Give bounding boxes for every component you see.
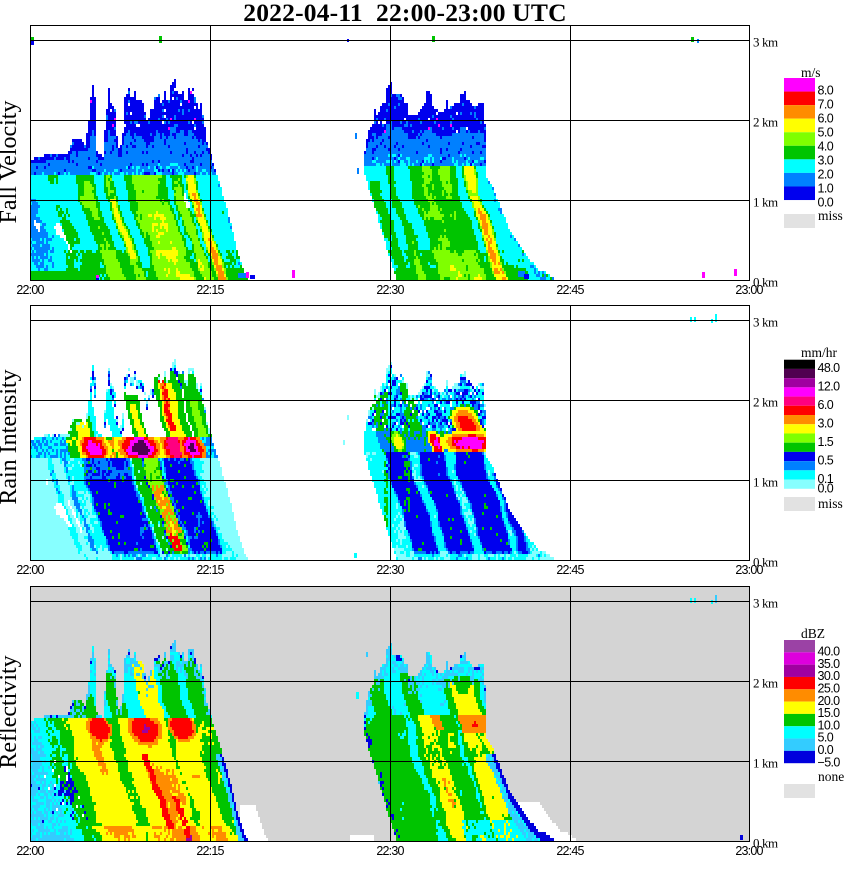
svg-text:1.5: 1.5 — [818, 435, 834, 449]
svg-text:1 km: 1 km — [753, 195, 778, 210]
svg-text:dBZ: dBZ — [801, 626, 825, 641]
svg-text:5.0: 5.0 — [818, 126, 834, 140]
svg-text:4.0: 4.0 — [818, 140, 834, 154]
svg-text:2 km: 2 km — [753, 676, 778, 691]
svg-text:23:00: 23:00 — [735, 563, 763, 577]
svg-text:22:30: 22:30 — [376, 283, 404, 297]
svg-text:0 km: 0 km — [753, 555, 778, 570]
svg-text:22:15: 22:15 — [196, 844, 224, 858]
svg-text:7.0: 7.0 — [818, 98, 834, 112]
svg-text:12.0: 12.0 — [818, 380, 841, 394]
svg-text:Fall Velocity: Fall Velocity — [0, 101, 22, 224]
svg-text:2.0: 2.0 — [818, 168, 834, 182]
svg-text:Rain Intensity: Rain Intensity — [0, 369, 22, 504]
svg-text:22:30: 22:30 — [376, 844, 404, 858]
svg-text:Reflectivity: Reflectivity — [0, 655, 22, 768]
svg-text:30.0: 30.0 — [818, 669, 841, 683]
svg-text:3 km: 3 km — [753, 315, 778, 330]
svg-text:6.0: 6.0 — [818, 398, 834, 412]
svg-text:miss: miss — [818, 496, 843, 511]
svg-text:3.0: 3.0 — [818, 417, 834, 431]
svg-text:22:45: 22:45 — [556, 844, 584, 858]
svg-text:23:00: 23:00 — [735, 844, 763, 858]
svg-text:1.0: 1.0 — [818, 182, 834, 196]
svg-text:23:00: 23:00 — [735, 283, 763, 297]
svg-text:22:15: 22:15 — [196, 563, 224, 577]
svg-text:40.0: 40.0 — [818, 645, 841, 659]
svg-text:22:30: 22:30 — [376, 563, 404, 577]
svg-text:2022-04-11 22:00-23:00 UTC: 2022-04-11 22:00-23:00 UTC — [243, 0, 566, 27]
svg-text:2 km: 2 km — [753, 115, 778, 130]
svg-text:1 km: 1 km — [753, 475, 778, 490]
svg-text:3 km: 3 km — [753, 35, 778, 50]
svg-text:3.0: 3.0 — [818, 154, 834, 168]
svg-text:6.0: 6.0 — [818, 112, 834, 126]
svg-text:5.0: 5.0 — [818, 731, 834, 745]
svg-text:8.0: 8.0 — [818, 84, 834, 98]
svg-text:22:45: 22:45 — [556, 283, 584, 297]
svg-text:0.1: 0.1 — [818, 472, 834, 486]
svg-text:22:00: 22:00 — [16, 283, 44, 297]
svg-text:35.0: 35.0 — [818, 657, 841, 671]
svg-text:22:15: 22:15 — [196, 283, 224, 297]
svg-text:0.0: 0.0 — [818, 482, 834, 496]
svg-text:miss: miss — [818, 208, 843, 223]
svg-text:48.0: 48.0 — [818, 361, 841, 375]
svg-text:20.0: 20.0 — [818, 694, 841, 708]
svg-text:1 km: 1 km — [753, 756, 778, 771]
svg-text:0.5: 0.5 — [818, 453, 834, 467]
svg-text:2 km: 2 km — [753, 395, 778, 410]
svg-text:none: none — [818, 769, 844, 784]
svg-text:22:45: 22:45 — [556, 563, 584, 577]
svg-text:10.0: 10.0 — [818, 718, 841, 732]
svg-text:3 km: 3 km — [753, 596, 778, 611]
svg-text:15.0: 15.0 — [818, 706, 841, 720]
svg-text:22:00: 22:00 — [16, 563, 44, 577]
svg-text:22:00: 22:00 — [16, 844, 44, 858]
svg-text:mm/hr: mm/hr — [801, 345, 838, 360]
svg-text:m/s: m/s — [801, 65, 821, 80]
svg-text:25.0: 25.0 — [818, 682, 841, 696]
svg-text:0 km: 0 km — [753, 275, 778, 290]
svg-text:0.0: 0.0 — [818, 743, 834, 757]
svg-text:0.0: 0.0 — [818, 196, 834, 210]
svg-text:−5.0: −5.0 — [818, 755, 841, 769]
svg-text:0 km: 0 km — [753, 836, 778, 851]
